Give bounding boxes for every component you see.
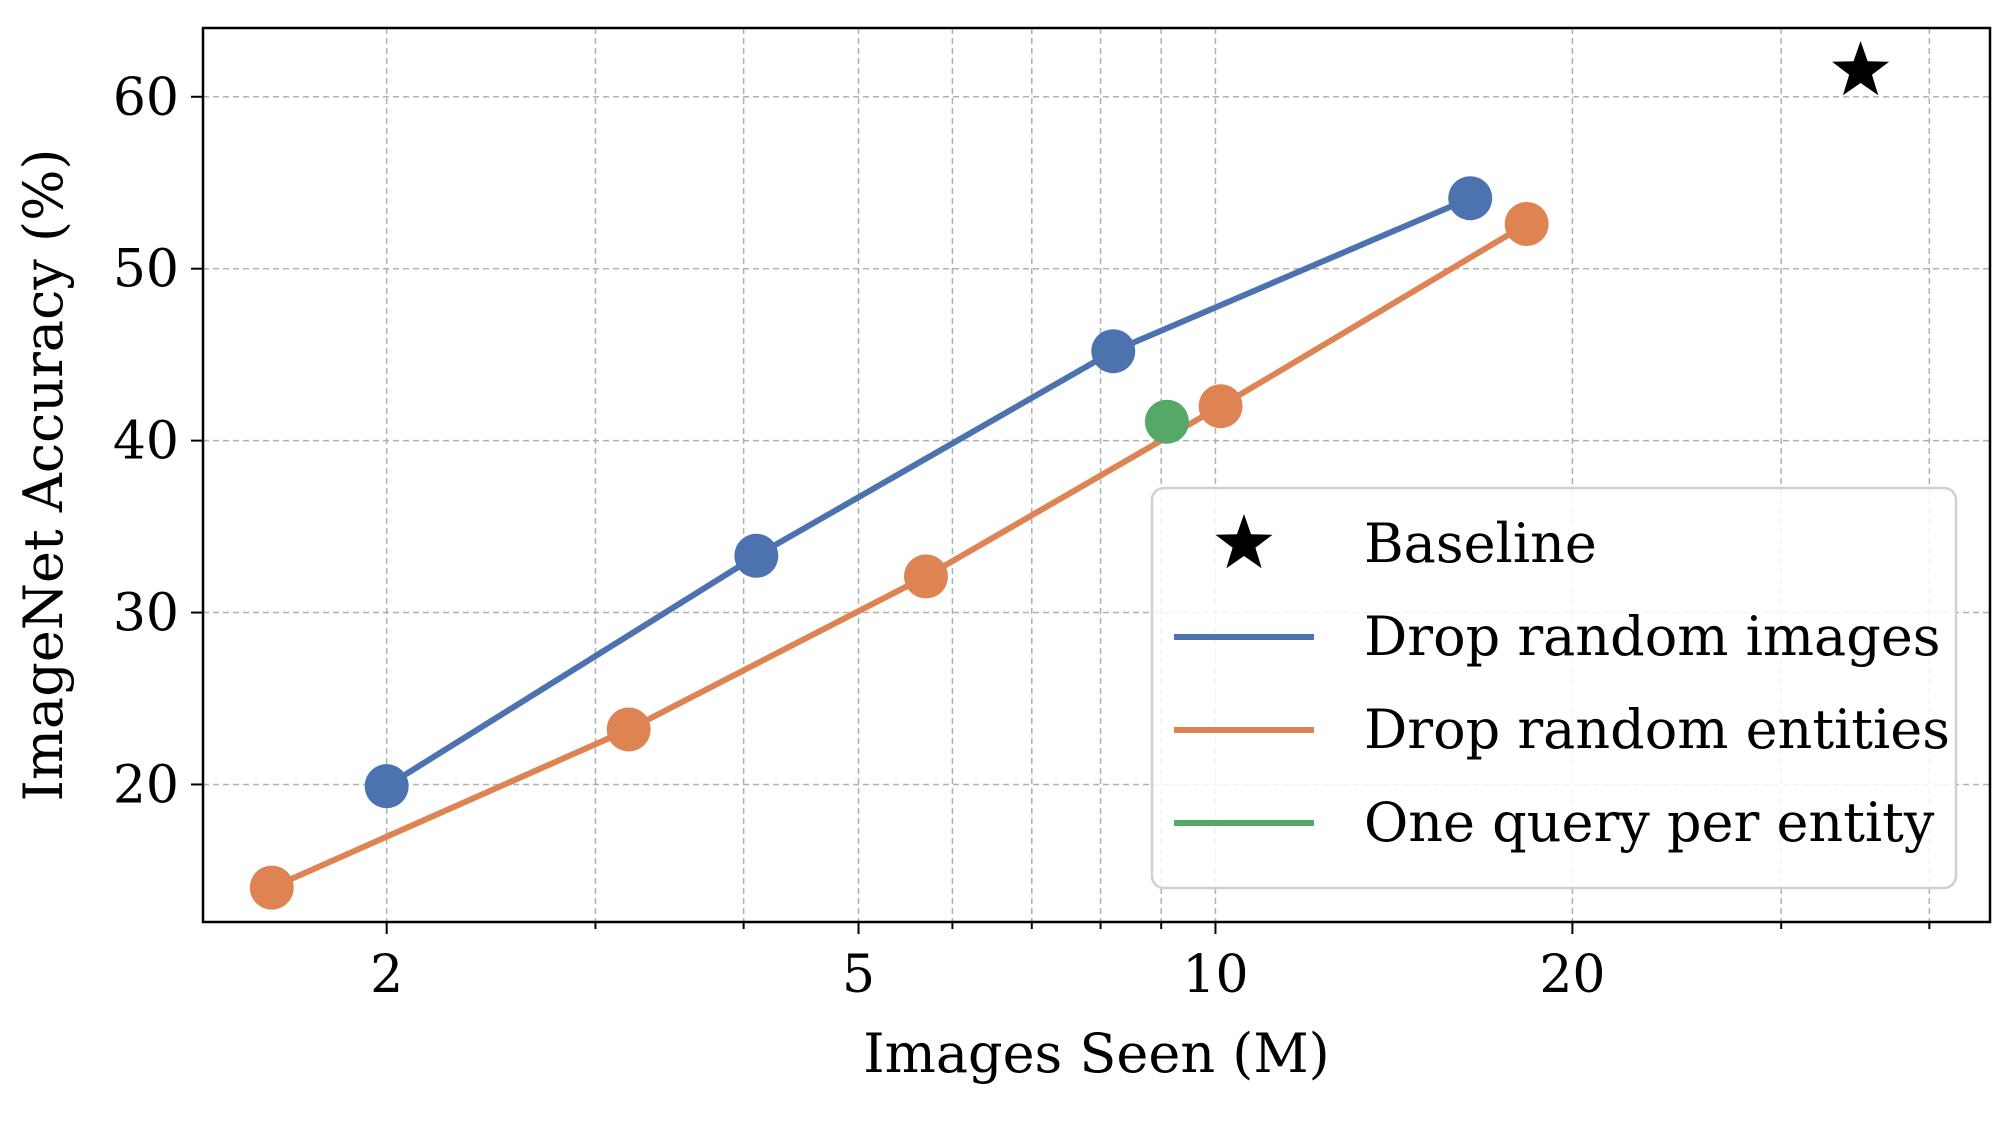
x-tick-label: 2	[370, 945, 403, 1005]
y-tick-label: 50	[113, 240, 179, 300]
data-point-drop-random-entities	[903, 554, 948, 599]
legend-label: Baseline	[1364, 512, 1597, 575]
x-tick-label: 10	[1182, 945, 1248, 1005]
data-point-drop-random-entities	[606, 707, 651, 752]
plot-series	[249, 40, 1890, 910]
y-axis-label: ImageNet Accuracy (%)	[12, 149, 75, 802]
legend-entry-drop-random-entities: Drop random entities	[1174, 698, 1950, 761]
series-line-drop-random-images	[383, 195, 1474, 790]
plot-frame	[201, 26, 1992, 924]
data-point-drop-random-images	[1448, 176, 1493, 221]
data-point-one-query-per-entity	[1144, 399, 1189, 444]
axis-ticks: 2 5 10 20 20 30 40 50 60	[113, 68, 1931, 1005]
legend-entry-baseline: Baseline	[1215, 512, 1597, 575]
data-point-drop-random-entities	[1198, 384, 1243, 429]
legend-star-icon	[1215, 514, 1273, 569]
x-tick-label: 20	[1539, 945, 1605, 1005]
y-tick-label: 30	[113, 584, 179, 644]
y-tick-label: 40	[113, 412, 179, 472]
legend-label: One query per entity	[1364, 791, 1935, 854]
legend-label: Drop random images	[1364, 605, 1941, 668]
data-point-drop-random-entities	[1504, 201, 1549, 246]
series-one-query-per-entity	[1144, 399, 1189, 444]
data-point-drop-random-images	[364, 764, 409, 809]
legend: Baseline Drop random images Drop random en…	[1150, 486, 1958, 890]
data-point-drop-random-images	[734, 533, 779, 578]
y-tick-label: 60	[113, 68, 179, 128]
x-axis-label: Images Seen (M)	[863, 1022, 1329, 1085]
series-drop-random-images	[364, 176, 1493, 809]
data-point-drop-random-images	[1091, 329, 1136, 374]
legend-entry-drop-random-images: Drop random images	[1174, 605, 1941, 668]
legend-label: Drop random entities	[1364, 698, 1950, 761]
x-tick-label: 5	[842, 945, 875, 1005]
data-point-baseline	[1832, 40, 1890, 96]
y-tick-label: 20	[113, 755, 179, 815]
series-drop-random-entities	[249, 201, 1549, 910]
legend-entry-one-query-per-entity: One query per entity	[1174, 791, 1935, 854]
data-point-drop-random-entities	[249, 865, 294, 910]
legend-box	[1150, 486, 1958, 890]
series-baseline	[1832, 40, 1890, 96]
